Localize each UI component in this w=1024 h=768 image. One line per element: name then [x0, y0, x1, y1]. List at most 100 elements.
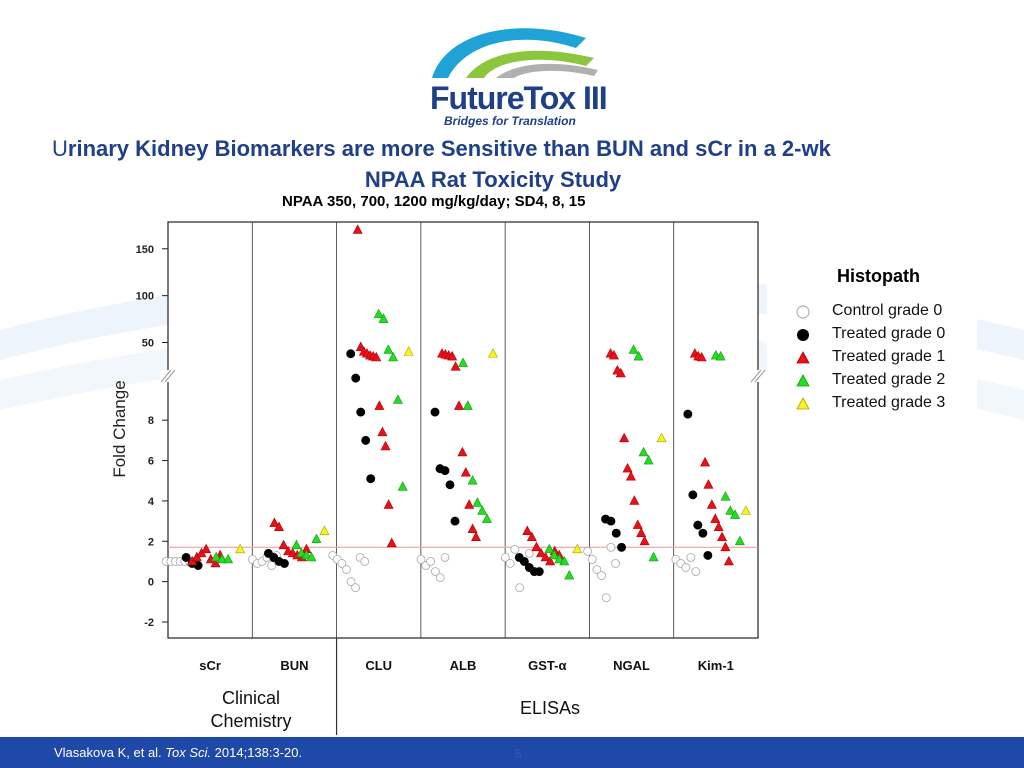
legend-label: Treated grade 2	[832, 371, 946, 388]
data-point	[505, 559, 515, 568]
data-point	[223, 553, 234, 564]
data-point	[500, 552, 510, 562]
data-point	[710, 513, 721, 523]
data-point	[392, 394, 403, 404]
data-point	[519, 557, 529, 566]
y-tick-label: 2	[148, 536, 154, 548]
data-point	[638, 446, 649, 457]
data-point	[531, 541, 542, 552]
data-point	[454, 400, 464, 410]
data-point	[688, 490, 698, 500]
data-point	[351, 373, 361, 383]
data-point	[725, 505, 736, 515]
data-point	[211, 551, 222, 562]
data-point	[462, 400, 473, 410]
data-point	[386, 537, 397, 548]
legend-title: Histopath	[837, 266, 920, 286]
y-tick-label: 100	[136, 291, 154, 303]
data-point	[458, 357, 468, 367]
data-point	[622, 462, 633, 473]
category-label: BUN	[280, 658, 308, 673]
data-point	[351, 583, 361, 593]
data-point	[526, 531, 537, 542]
logo-arcs-icon	[432, 28, 598, 78]
data-point	[717, 531, 728, 542]
data-point	[235, 543, 246, 554]
data-point	[639, 535, 650, 546]
category-label: sCr	[199, 658, 221, 673]
data-point	[625, 471, 636, 481]
data-point	[572, 543, 583, 554]
data-point	[377, 426, 388, 437]
data-point	[720, 541, 731, 552]
data-point	[534, 567, 544, 576]
data-point	[371, 351, 382, 362]
data-point	[715, 350, 726, 361]
data-point	[440, 466, 450, 476]
data-point	[606, 516, 616, 526]
citation: Vlasakova K, et al. Tox Sci. 2014;138:3-…	[54, 745, 302, 760]
data-point	[615, 367, 626, 378]
data-point	[445, 480, 455, 490]
data-point	[564, 569, 575, 580]
y-tick-label: 8	[148, 415, 154, 427]
y-tick-label: 6	[148, 456, 154, 468]
data-point	[636, 527, 647, 538]
data-point	[467, 523, 478, 533]
page-number: 5	[515, 747, 522, 761]
citation-journal: Tox Sci.	[165, 745, 212, 760]
legend-label: Treated grade 3	[832, 394, 946, 411]
data-point	[554, 553, 565, 564]
data-point	[472, 497, 483, 507]
slide-title-line2: NPAA Rat Toxicity Study	[364, 167, 622, 192]
data-point	[460, 467, 471, 477]
data-point	[611, 528, 621, 538]
data-point	[488, 348, 498, 358]
slide-title-initial: U	[52, 136, 68, 161]
data-point	[740, 505, 751, 515]
logo-tagline: Bridges for Translation	[444, 114, 576, 128]
data-point	[703, 479, 714, 489]
data-point	[617, 542, 627, 552]
data-point	[361, 435, 371, 445]
data-point	[545, 555, 556, 566]
legend-item-treated-grade-3: Treated grade 3	[767, 393, 977, 415]
data-point	[703, 550, 713, 560]
y-tick-label: -2	[144, 617, 154, 629]
y-axis-label: Fold Change	[110, 380, 129, 478]
logo-name: FutureTox III	[430, 80, 608, 116]
data-point	[416, 554, 426, 564]
futuretox-logo: FutureTox III Bridges for Translation	[426, 18, 608, 130]
data-point	[403, 346, 414, 356]
footer-bar: Vlasakova K, et al. Tox Sci. 2014;138:3-…	[0, 737, 1024, 768]
data-point	[397, 481, 408, 491]
data-point	[450, 516, 460, 526]
legend-label: Treated grade 1	[832, 348, 946, 365]
data-point	[341, 565, 351, 574]
data-point	[734, 535, 745, 546]
data-point	[471, 531, 481, 542]
data-point	[306, 551, 317, 562]
data-point	[510, 544, 520, 554]
data-point	[450, 361, 461, 371]
data-point	[648, 551, 659, 562]
open-circle-icon	[796, 305, 810, 319]
red-triangle-icon	[796, 351, 810, 364]
data-point	[217, 553, 228, 564]
legend-item-treated-grade-1: Treated grade 1	[767, 347, 977, 369]
category-label: GST-α	[528, 658, 566, 673]
data-point	[378, 313, 389, 323]
data-point	[583, 546, 593, 556]
data-point	[291, 539, 302, 550]
data-point	[536, 547, 546, 558]
data-point	[629, 495, 640, 505]
data-point	[311, 533, 322, 544]
data-point	[698, 528, 708, 538]
legend-label: Control grade 0	[832, 302, 943, 319]
data-point	[319, 525, 330, 535]
y-tick-label: 150	[136, 244, 154, 256]
filled-circle-icon	[797, 329, 809, 341]
group-label-clinical-chemistry: Clinical Chemistry	[210, 688, 292, 731]
category-label: NGAL	[613, 658, 650, 673]
data-point	[700, 456, 711, 467]
